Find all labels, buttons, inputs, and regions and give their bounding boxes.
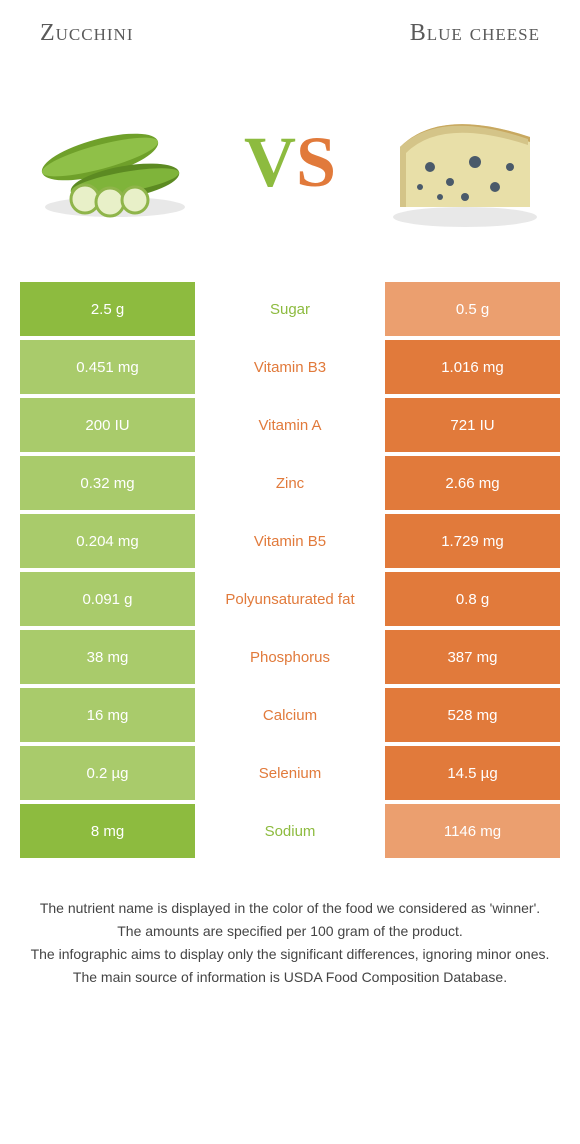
nutrient-right-value: 528 mg: [385, 688, 560, 742]
nutrient-left-value: 8 mg: [20, 804, 195, 858]
nutrient-right-value: 0.5 g: [385, 282, 560, 336]
nutrient-right-value: 1.729 mg: [385, 514, 560, 568]
nutrient-label: Vitamin B3: [195, 340, 385, 394]
nutrient-left-value: 16 mg: [20, 688, 195, 742]
nutrient-left-value: 0.2 µg: [20, 746, 195, 800]
nutrient-right-value: 2.66 mg: [385, 456, 560, 510]
nutrient-label: Calcium: [195, 688, 385, 742]
nutrient-left-value: 200 IU: [20, 398, 195, 452]
nutrient-label: Sugar: [195, 282, 385, 336]
footer-line: The main source of information is USDA F…: [20, 967, 560, 988]
nutrient-left-value: 0.204 mg: [20, 514, 195, 568]
nutrient-right-value: 0.8 g: [385, 572, 560, 626]
nutrient-row: 0.32 mgZinc2.66 mg: [20, 456, 560, 510]
nutrient-right-value: 1.016 mg: [385, 340, 560, 394]
title-left: Zucchini: [40, 20, 134, 47]
images-row: VS: [10, 72, 570, 252]
nutrient-row: 0.2 µgSelenium14.5 µg: [20, 746, 560, 800]
nutrient-label: Selenium: [195, 746, 385, 800]
footer-line: The infographic aims to display only the…: [20, 944, 560, 965]
nutrient-row: 2.5 gSugar0.5 g: [20, 282, 560, 336]
nutrient-row: 38 mgPhosphorus387 mg: [20, 630, 560, 684]
footer-line: The amounts are specified per 100 gram o…: [20, 921, 560, 942]
nutrient-label: Sodium: [195, 804, 385, 858]
nutrient-label: Phosphorus: [195, 630, 385, 684]
nutrient-right-value: 14.5 µg: [385, 746, 560, 800]
nutrient-left-value: 0.451 mg: [20, 340, 195, 394]
nutrient-row: 0.091 gPolyunsaturated fat0.8 g: [20, 572, 560, 626]
nutrient-left-value: 38 mg: [20, 630, 195, 684]
nutrient-row: 0.451 mgVitamin B31.016 mg: [20, 340, 560, 394]
vs-v: V: [244, 122, 296, 202]
nutrient-right-value: 387 mg: [385, 630, 560, 684]
nutrient-left-value: 0.32 mg: [20, 456, 195, 510]
vs-s: S: [296, 122, 336, 202]
vs-label: VS: [244, 121, 336, 204]
nutrient-row: 8 mgSodium1146 mg: [20, 804, 560, 858]
footer-line: The nutrient name is displayed in the co…: [20, 898, 560, 919]
nutrient-label: Vitamin B5: [195, 514, 385, 568]
nutrient-right-value: 721 IU: [385, 398, 560, 452]
nutrient-row: 16 mgCalcium528 mg: [20, 688, 560, 742]
nutrient-right-value: 1146 mg: [385, 804, 560, 858]
title-right: Blue cheese: [410, 20, 540, 47]
zucchini-image: [25, 87, 205, 237]
header: Zucchini Blue cheese: [10, 20, 570, 47]
nutrient-table: 2.5 gSugar0.5 g0.451 mgVitamin B31.016 m…: [20, 282, 560, 858]
nutrient-row: 0.204 mgVitamin B51.729 mg: [20, 514, 560, 568]
nutrient-row: 200 IUVitamin A721 IU: [20, 398, 560, 452]
nutrient-left-value: 0.091 g: [20, 572, 195, 626]
nutrient-label: Vitamin A: [195, 398, 385, 452]
nutrient-left-value: 2.5 g: [20, 282, 195, 336]
cheese-image: [375, 87, 555, 237]
footer-notes: The nutrient name is displayed in the co…: [20, 898, 560, 988]
nutrient-label: Zinc: [195, 456, 385, 510]
nutrient-label: Polyunsaturated fat: [195, 572, 385, 626]
